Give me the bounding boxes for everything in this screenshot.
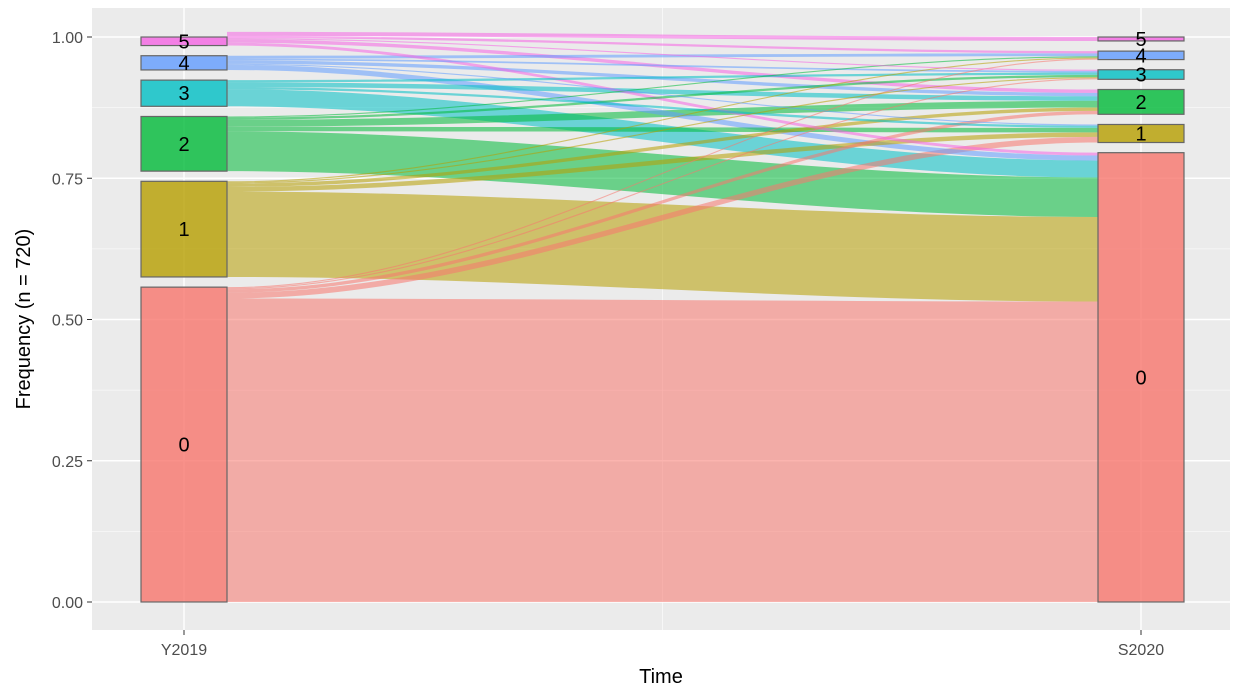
stratum-label-s2020-2: 2 <box>1135 92 1146 114</box>
flow-5-to-0 <box>227 42 1098 156</box>
stratum-label-y2019-4: 4 <box>178 53 189 75</box>
stratum-label-y2019-3: 3 <box>178 83 189 105</box>
flow-3-to-1 <box>227 86 1098 128</box>
flow-1-to-4 <box>227 57 1098 183</box>
stratum-label-s2020-4: 4 <box>1135 45 1146 67</box>
stratum-y2019-1 <box>140 180 228 278</box>
stratum-y2019-0 <box>140 286 228 603</box>
flow-1-to-1 <box>227 132 1098 192</box>
stratum-s2020-4 <box>1097 50 1185 61</box>
stratum-y2019-3 <box>140 79 228 107</box>
stratum-s2020-3 <box>1097 69 1185 80</box>
y-tick-label: 0.00 <box>52 595 83 612</box>
flow-4-to-4 <box>227 53 1098 59</box>
stratum-label-y2019-1: 1 <box>178 219 189 241</box>
y-axis: 0.00 0.25 0.50 0.75 1.00 <box>52 30 92 612</box>
flow-5-to-3 <box>227 38 1098 71</box>
stratum-label-s2020-5: 5 <box>1135 29 1146 51</box>
flow-2-to-4 <box>227 56 1098 118</box>
stratum-y2019-5 <box>140 36 228 47</box>
flow-1-to-2 <box>227 107 1098 188</box>
stratum-s2020-5 <box>1097 36 1185 42</box>
flow-3-to-2 <box>227 82 1098 101</box>
flow-0-to-2 <box>227 110 1098 293</box>
flow-5-to-5 <box>227 31 1098 41</box>
stratum-s2020-0 <box>1097 152 1185 603</box>
flow-1-to-3 <box>227 77 1098 184</box>
stratum-label-y2019-2: 2 <box>178 134 189 156</box>
stratum-label-s2020-3: 3 <box>1135 65 1146 87</box>
y-tick-label: 0.25 <box>52 454 83 471</box>
stratum-y2019-4 <box>140 55 228 71</box>
flow-0-to-1 <box>227 136 1098 299</box>
stratum-label-y2019-0: 0 <box>178 435 189 457</box>
stratum-s2020-2 <box>1097 88 1185 115</box>
flow-4-to-0 <box>227 64 1098 161</box>
x-axis-title: Time <box>639 666 683 688</box>
flow-5-to-4 <box>227 35 1098 54</box>
flow-0-to-3 <box>227 78 1098 290</box>
flow-2-to-3 <box>227 74 1098 120</box>
x-axis: Y2019 S2020 <box>161 630 1164 659</box>
stratum-label-s2020-1: 1 <box>1135 123 1146 145</box>
flow-2-to-0 <box>227 131 1098 217</box>
flow-0-to-4 <box>227 58 1098 289</box>
stratum-y2019-2 <box>140 115 228 172</box>
y-axis-title: Frequency (n = 720) <box>13 229 35 410</box>
flow-0-to-0 <box>227 298 1098 602</box>
flow-4-to-1 <box>227 63 1098 126</box>
stratum-label-y2019-5: 5 <box>178 31 189 53</box>
flow-2-to-1 <box>227 126 1098 133</box>
flow-4-to-3 <box>227 58 1098 73</box>
y-tick-label: 1.00 <box>52 30 83 47</box>
stratum-label-s2020-0: 0 <box>1135 367 1146 389</box>
y-tick-label: 0.75 <box>52 171 83 188</box>
y-tick-label: 0.50 <box>52 313 83 330</box>
x-tick-label-y2019: Y2019 <box>161 642 207 659</box>
flows <box>227 31 1098 602</box>
flow-3-to-3 <box>227 72 1098 83</box>
x-tick-label-s2020: S2020 <box>1118 642 1164 659</box>
stratum-s2020-1 <box>1097 123 1185 144</box>
